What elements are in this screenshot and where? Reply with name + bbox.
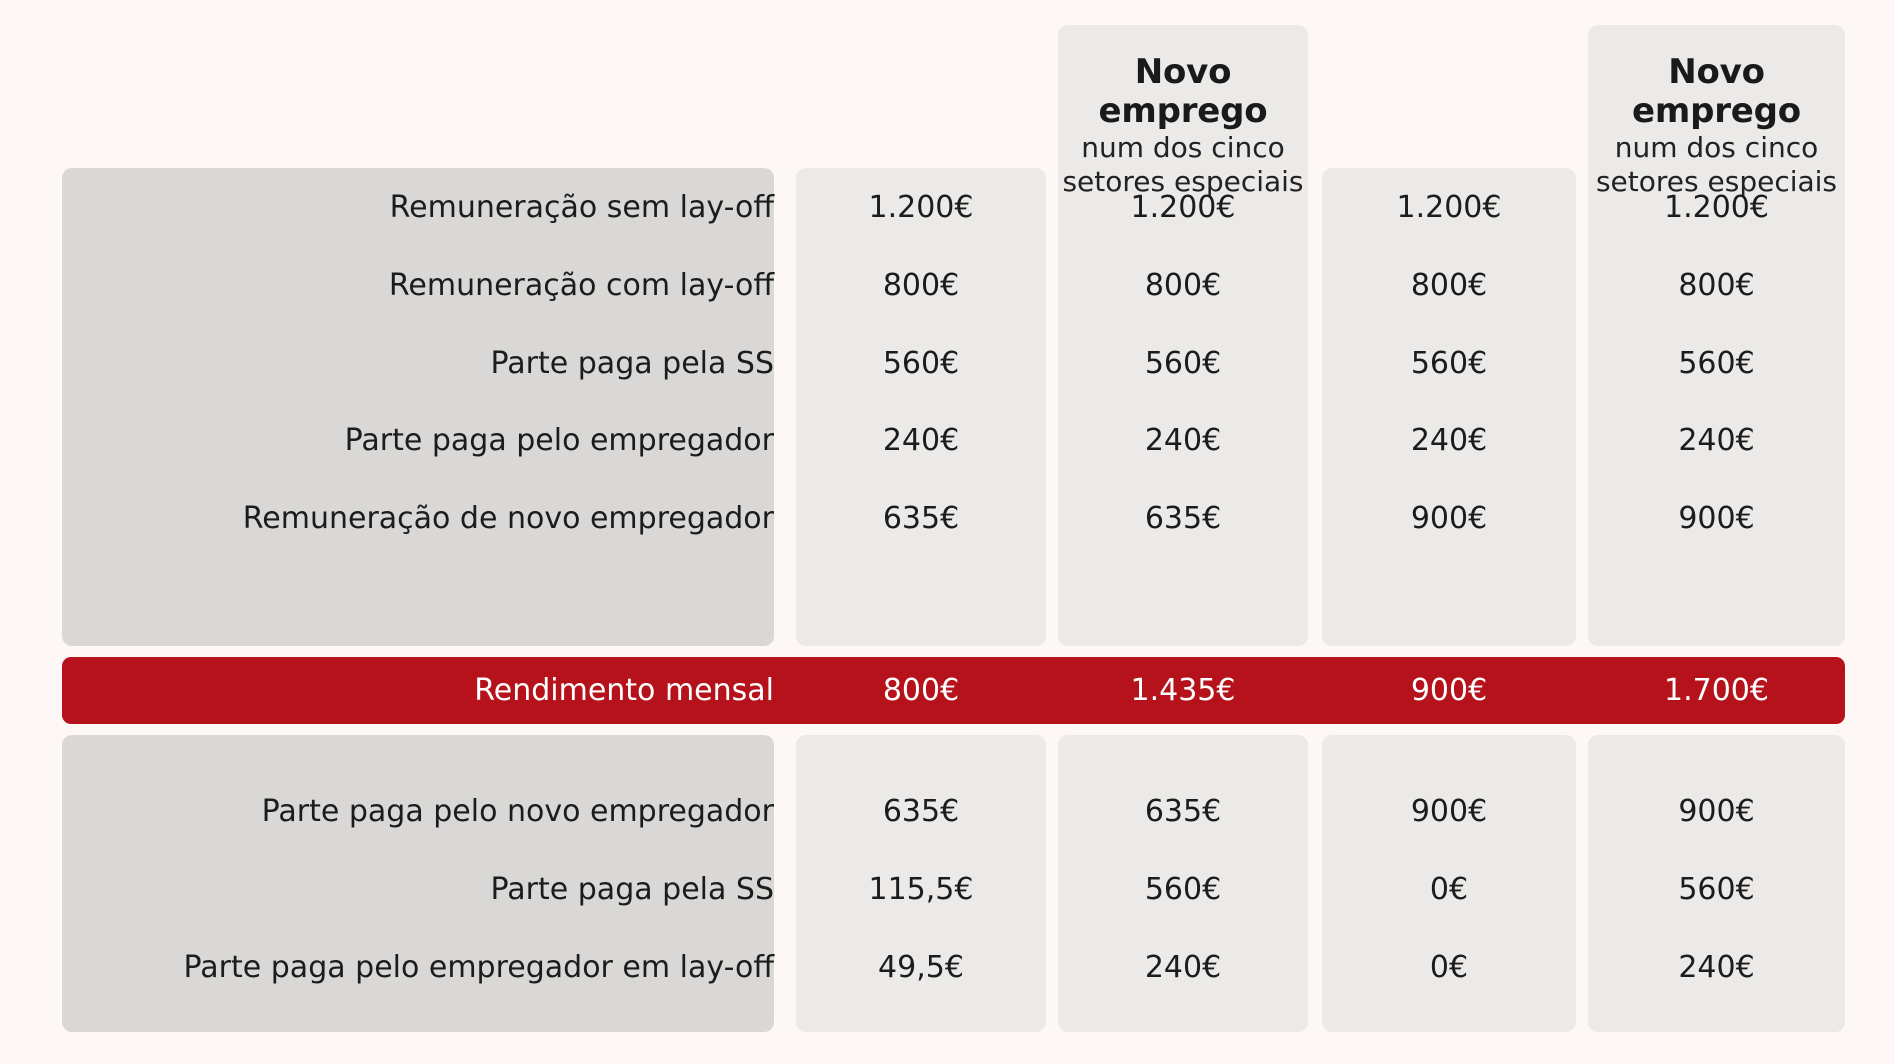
row-label-remuneracao-sem-layoff: Remuneração sem lay-off (389, 189, 774, 225)
row-label-parte-paga-pelo-empregador-em-layoff: Parte paga pelo empregador em lay-off (183, 949, 774, 985)
row-3-value-col-3: 240€ (1410, 422, 1488, 458)
row-label-remuneracao-de-novo-empregador: Remuneração de novo empregador (242, 500, 774, 536)
highlight-row-value-col-4: 1.700€ (1664, 673, 1769, 708)
row-label-parte-paga-pelo-novo-empregador: Parte paga pelo novo empregador (261, 793, 774, 829)
row-8-value-col-3: 0€ (1429, 949, 1469, 985)
row-7-value-col-2: 560€ (1144, 871, 1222, 907)
column-card-3-top (1322, 168, 1576, 646)
highlight-row-band (62, 657, 1845, 724)
row-4-value-col-3: 900€ (1410, 500, 1488, 536)
row-8-value-col-2: 240€ (1144, 949, 1222, 985)
row-7-value-col-1: 115,5€ (868, 871, 974, 907)
row-6-value-col-1: 635€ (882, 793, 960, 829)
row-4-value-col-2: 635€ (1144, 500, 1222, 536)
row-4-value-col-4: 900€ (1678, 500, 1755, 536)
row-7-value-col-4: 560€ (1678, 871, 1755, 907)
row-0-value-col-4: 1.200€ (1664, 189, 1769, 225)
row-3-value-col-1: 240€ (882, 422, 960, 458)
row-0-value-col-2: 1.200€ (1130, 189, 1236, 225)
column-header-card-4: Novo emprego num dos cinco setores espec… (1588, 25, 1845, 646)
column-header-card-2: Novo emprego num dos cinco setores espec… (1058, 25, 1308, 646)
row-8-value-col-4: 240€ (1678, 949, 1755, 985)
row-label-parte-paga-pelo-empregador: Parte paga pelo empregador (344, 422, 774, 458)
row-1-value-col-1: 800€ (882, 267, 960, 303)
row-2-value-col-3: 560€ (1410, 345, 1488, 381)
row-1-value-col-3: 800€ (1410, 267, 1488, 303)
row-4-value-col-1: 635€ (882, 500, 960, 536)
highlight-row-value-col-2: 1.435€ (1130, 673, 1236, 708)
label-card-bottom (62, 735, 774, 1032)
column-header-subtitle-2-line1: num dos cinco (1081, 131, 1285, 165)
row-label-parte-paga-pela-ss-bottom: Parte paga pela SS (490, 871, 774, 907)
highlight-row-value-col-1: 800€ (882, 673, 960, 708)
row-1-value-col-4: 800€ (1678, 267, 1755, 303)
row-7-value-col-3: 0€ (1429, 871, 1469, 907)
column-card-2-bottom (1058, 735, 1308, 1032)
row-3-value-col-2: 240€ (1144, 422, 1222, 458)
highlight-row-value-col-3: 900€ (1410, 673, 1488, 708)
column-card-3-bottom (1322, 735, 1576, 1032)
row-2-value-col-1: 560€ (882, 345, 960, 381)
row-label-parte-paga-pela-ss-top: Parte paga pela SS (490, 345, 774, 381)
row-6-value-col-3: 900€ (1410, 793, 1488, 829)
column-header-title-4: Novo emprego (1632, 52, 1801, 132)
row-6-value-col-2: 635€ (1144, 793, 1222, 829)
row-8-value-col-1: 49,5€ (878, 949, 964, 985)
label-card-top (62, 168, 774, 646)
column-card-1-top (796, 168, 1046, 646)
column-header-subtitle-4-line1: num dos cinco (1614, 131, 1819, 165)
row-6-value-col-4: 900€ (1678, 793, 1755, 829)
row-3-value-col-4: 240€ (1678, 422, 1755, 458)
row-2-value-col-4: 560€ (1678, 345, 1755, 381)
row-1-value-col-2: 800€ (1144, 267, 1222, 303)
column-header-subtitle-4-line2: setores especiais (1595, 165, 1838, 199)
row-0-value-col-3: 1.200€ (1396, 189, 1502, 225)
column-header-title-2: Novo emprego (1098, 52, 1268, 132)
row-2-value-col-2: 560€ (1144, 345, 1222, 381)
column-card-1-bottom (796, 735, 1046, 1032)
row-label-remuneracao-com-layoff: Remuneração com lay-off (388, 267, 774, 303)
column-header-subtitle-2-line2: setores especiais (1062, 165, 1304, 199)
column-card-4-bottom (1588, 735, 1845, 1032)
highlight-row-label: Rendimento mensal (474, 673, 774, 708)
row-0-value-col-1: 1.200€ (868, 189, 974, 225)
